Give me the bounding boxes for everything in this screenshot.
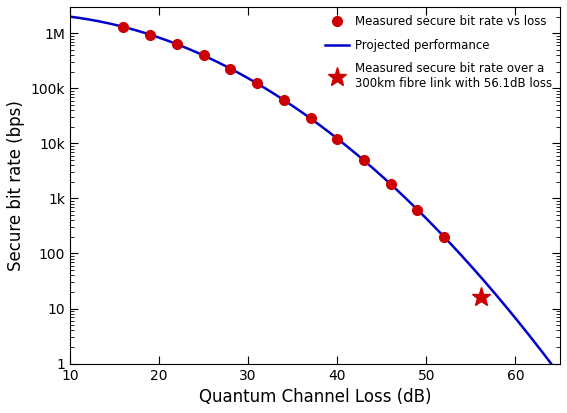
Measured secure bit rate vs loss — [120, 24, 127, 29]
Measured secure bit rate vs loss — [334, 136, 341, 141]
Projected performance — [552, 367, 559, 372]
Legend: Measured secure bit rate vs loss, Projected performance, Measured secure bit rat: Measured secure bit rate vs loss, Projec… — [320, 10, 557, 95]
Measured secure bit rate vs loss — [280, 97, 287, 102]
Measured secure bit rate vs loss — [227, 66, 234, 71]
Measured secure bit rate vs loss — [147, 32, 154, 37]
Line: Projected performance: Projected performance — [70, 17, 556, 370]
Projected performance — [116, 24, 123, 28]
Projected performance — [454, 249, 461, 254]
Y-axis label: Secure bit rate (bps): Secure bit rate (bps) — [7, 100, 25, 271]
Measured secure bit rate vs loss — [387, 182, 394, 187]
Line: Measured secure bit rate vs loss: Measured secure bit rate vs loss — [119, 22, 449, 242]
Projected performance — [400, 194, 407, 199]
Measured secure bit rate vs loss — [441, 235, 447, 240]
Measured secure bit rate vs loss — [361, 158, 367, 163]
Measured secure bit rate vs loss — [200, 53, 207, 58]
Measured secure bit rate vs loss — [414, 207, 421, 212]
Projected performance — [281, 97, 287, 102]
X-axis label: Quantum Channel Loss (dB): Quantum Channel Loss (dB) — [198, 388, 431, 406]
Measured secure bit rate vs loss — [307, 116, 314, 121]
Projected performance — [445, 239, 452, 244]
Measured secure bit rate vs loss — [174, 42, 180, 47]
Projected performance — [263, 86, 270, 91]
Measured secure bit rate vs loss — [253, 81, 260, 86]
Projected performance — [66, 14, 73, 19]
